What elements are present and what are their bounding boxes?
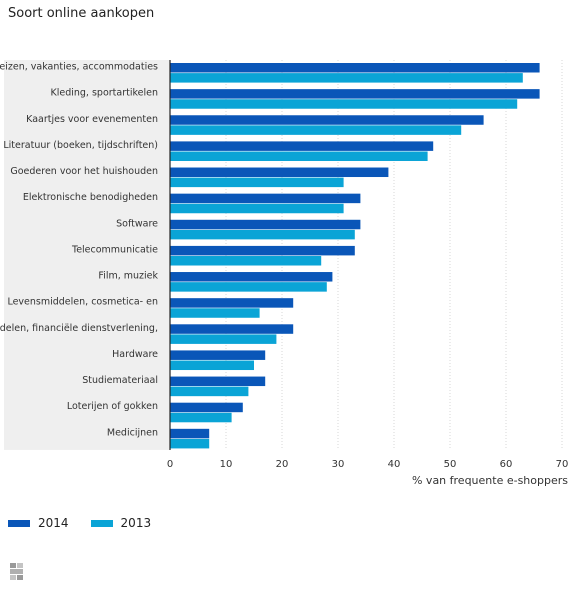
x-tick-label: 40 — [388, 459, 401, 470]
legend-swatch — [90, 519, 113, 527]
bar-2013-10 — [170, 308, 260, 318]
bar-2013-4 — [170, 151, 428, 161]
x-tick-label: 30 — [332, 459, 345, 470]
legend-label: 2013 — [120, 516, 152, 530]
category-label: Software — [116, 218, 158, 229]
bar-2013-3 — [170, 125, 462, 135]
legend-swatch — [8, 519, 30, 527]
bar-2013-12 — [170, 360, 254, 371]
x-tick-label: 50 — [444, 459, 457, 470]
category-label: Film, muziek — [98, 271, 158, 282]
bar-2013-15 — [170, 438, 210, 449]
bar-2014-3 — [170, 115, 484, 125]
bar-2013-2 — [170, 99, 518, 109]
legend-item-2014: 2014 — [8, 516, 69, 530]
category-label: Hardware — [112, 349, 158, 360]
bar-2013-6 — [170, 203, 344, 214]
chart-title: Soort online aankopen — [8, 6, 155, 21]
category-label: Literatuur (boeken, tijdschriften) — [3, 140, 158, 151]
bar-2013-11 — [170, 334, 277, 344]
bar-2013-7 — [170, 229, 355, 240]
bar-2014-4 — [170, 141, 434, 151]
x-tick-label: 20 — [276, 459, 289, 470]
bar-2013-8 — [170, 256, 322, 266]
bar-2014-12 — [170, 350, 266, 360]
cbs-logo-icon — [8, 562, 26, 586]
bar-2014-11 — [170, 324, 294, 334]
legend-label: 2014 — [38, 516, 69, 530]
bar-2014-13 — [170, 376, 266, 387]
category-label: Levensmiddelen, cosmetica- en — [7, 297, 158, 308]
category-label: Medicijnen — [107, 427, 158, 438]
bar-2013-5 — [170, 177, 344, 188]
category-label: Studiemateriaal — [82, 375, 158, 386]
bar-2013-9 — [170, 282, 327, 292]
x-tick-label: 70 — [556, 459, 569, 470]
legend-item-2013: 2013 — [90, 516, 152, 530]
bar-2014-9 — [170, 272, 333, 282]
bar-2013-14 — [170, 412, 232, 423]
category-label: Kleding, sportartikelen — [50, 88, 158, 99]
category-label: Kaartjes voor evenementen — [26, 114, 158, 125]
category-label: aandelen, financiële dienstverlening, — [0, 323, 158, 334]
x-tick-label: 0 — [167, 459, 173, 470]
bar-2014-1 — [170, 63, 540, 73]
bar-2014-15 — [170, 428, 210, 439]
bar-2013-13 — [170, 386, 249, 397]
category-label: Loterijen of gokken — [67, 401, 158, 412]
bar-2014-5 — [170, 167, 389, 178]
category-label: Telecommunicatie — [71, 244, 158, 255]
category-label: Reizen, vakanties, accommodaties — [0, 62, 158, 73]
bar-2014-7 — [170, 219, 361, 230]
x-tick-label: 10 — [220, 459, 233, 470]
category-label-panel — [4, 60, 170, 450]
bar-2013-1 — [170, 73, 523, 83]
bar-2014-8 — [170, 245, 355, 256]
x-tick-label: 60 — [500, 459, 513, 470]
x-axis-label: % van frequente e-shoppers — [412, 474, 568, 487]
bar-2014-2 — [170, 89, 540, 99]
category-label: Elektronische benodigheden — [23, 192, 158, 203]
legend: 2014 2013 — [8, 516, 151, 530]
category-label: Goederen voor het huishouden — [10, 166, 158, 177]
bar-2014-10 — [170, 298, 294, 308]
bar-2014-6 — [170, 193, 361, 204]
bar-2014-14 — [170, 402, 243, 413]
